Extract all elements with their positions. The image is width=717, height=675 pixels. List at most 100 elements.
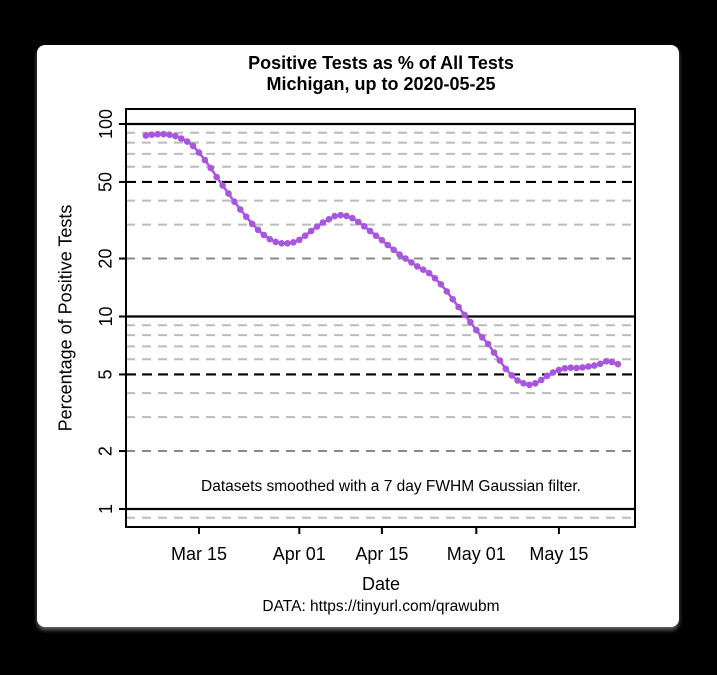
x-axis-title: Date xyxy=(361,574,401,594)
series-point xyxy=(266,235,274,243)
series-point xyxy=(166,131,173,138)
series-point xyxy=(148,131,156,138)
series-point xyxy=(473,326,480,334)
x-tick-label: May 01 xyxy=(447,544,506,564)
series-point xyxy=(437,281,445,288)
series-point xyxy=(183,138,191,145)
series-point xyxy=(254,226,262,234)
y-tick-label: 2 xyxy=(96,446,116,456)
y-tick-label: 100 xyxy=(96,109,116,139)
title-block: Positive Tests as % of All Tests Michiga… xyxy=(126,53,636,95)
series-point xyxy=(567,364,574,372)
series-point xyxy=(402,255,409,262)
series-point xyxy=(231,198,238,205)
series-point xyxy=(425,269,433,277)
series-point xyxy=(195,149,203,156)
series-point xyxy=(313,223,321,230)
series-point xyxy=(419,266,427,274)
series-point xyxy=(331,212,339,220)
series-point xyxy=(296,236,303,244)
series-point xyxy=(213,173,220,181)
y-tick-label: 5 xyxy=(96,369,116,379)
series-point xyxy=(532,380,539,387)
series-point xyxy=(602,358,610,365)
series-point xyxy=(307,227,315,235)
series-point xyxy=(242,213,250,220)
series-point xyxy=(290,239,297,246)
series-point xyxy=(484,340,492,348)
series-point xyxy=(449,295,457,303)
series-point xyxy=(390,246,398,254)
series-point xyxy=(325,216,333,223)
series-point xyxy=(585,363,592,370)
series-point xyxy=(573,364,580,372)
series-point xyxy=(355,218,362,226)
series-point xyxy=(260,231,268,239)
series-point xyxy=(526,381,533,389)
series-point xyxy=(514,377,521,384)
series-point xyxy=(443,288,451,295)
series-point xyxy=(549,369,557,376)
plot-box xyxy=(125,108,636,528)
series-point xyxy=(360,223,368,230)
x-tick-label: May 15 xyxy=(529,544,588,564)
y-tick-label: 50 xyxy=(96,172,116,192)
series-point xyxy=(201,156,209,164)
series-point xyxy=(579,364,586,371)
series-point xyxy=(396,251,403,258)
series-point xyxy=(337,211,344,219)
series-point xyxy=(467,318,474,326)
x-tick-label: Apr 01 xyxy=(273,544,326,564)
data-source-note: DATA: https://tinyurl.com/qrawubm xyxy=(262,598,500,615)
series-point xyxy=(172,132,179,140)
series-point xyxy=(142,132,150,139)
series-point xyxy=(284,240,291,247)
series-point xyxy=(543,372,551,380)
chart-title: Positive Tests as % of All Tests xyxy=(248,53,514,73)
series-point xyxy=(555,366,563,374)
series-point xyxy=(349,214,356,222)
series-point xyxy=(431,275,439,282)
y-tick-label: 1 xyxy=(96,504,116,514)
chart-subtitle: Michigan, up to 2020-05-25 xyxy=(266,74,496,94)
series-point xyxy=(225,190,232,197)
series-point xyxy=(614,360,622,368)
series-point xyxy=(537,376,545,384)
series-point xyxy=(207,164,215,172)
series-point xyxy=(178,135,185,142)
series-point xyxy=(520,380,527,387)
series-point xyxy=(496,357,504,364)
series-point xyxy=(378,236,386,244)
series-point xyxy=(272,238,280,246)
series-point xyxy=(154,130,161,138)
series-point xyxy=(384,241,392,249)
series-point xyxy=(319,219,327,226)
series-point xyxy=(408,259,415,266)
series-point xyxy=(596,360,604,368)
series-point xyxy=(508,372,515,379)
series-point xyxy=(219,182,226,189)
series-point xyxy=(414,263,421,270)
series-point xyxy=(490,349,498,356)
series-point xyxy=(461,311,468,319)
series-point xyxy=(502,365,510,373)
series-point xyxy=(478,334,486,341)
series-point xyxy=(591,362,598,369)
y-tick-label: 10 xyxy=(96,306,116,326)
series-point xyxy=(561,365,569,372)
series-point xyxy=(366,227,374,235)
smoothing-annotation: Datasets smoothed with a 7 day FWHM Gaus… xyxy=(201,478,581,495)
series-point xyxy=(278,240,285,247)
y-tick-label: 20 xyxy=(96,249,116,269)
series-point xyxy=(237,206,244,213)
series-point xyxy=(608,358,616,366)
series-point xyxy=(248,220,256,228)
series-point xyxy=(343,212,350,220)
series-point xyxy=(301,232,309,239)
series-point xyxy=(189,142,197,150)
x-tick-label: Apr 15 xyxy=(355,544,408,564)
series-point xyxy=(372,232,380,239)
series-point xyxy=(160,130,167,138)
